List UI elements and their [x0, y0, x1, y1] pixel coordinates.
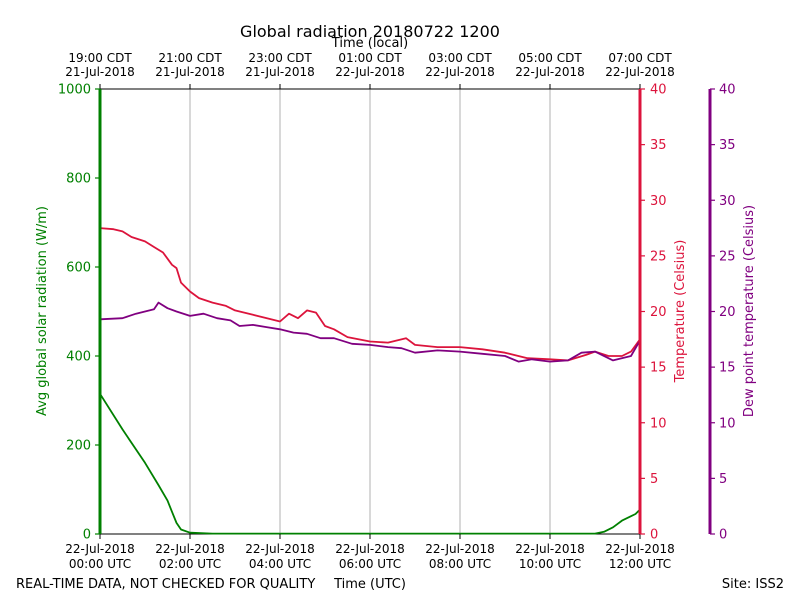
dewpoint-tick-label: 30 — [719, 194, 736, 209]
chart-title: Global radiation 20180722 1200 — [240, 22, 500, 41]
x-tick-label-time: 06:00 UTC — [339, 557, 401, 571]
series-layer — [99, 227, 641, 535]
temperature-tick-label: 15 — [650, 361, 667, 376]
temperature-tick-label: 0 — [650, 528, 658, 543]
x-tick-label-date: 22-Jul-2018 — [335, 542, 405, 556]
x-tick-label-time: 02:00 UTC — [159, 557, 221, 571]
top-tick-label-date: 21-Jul-2018 — [245, 65, 315, 79]
x-tick-label-date: 22-Jul-2018 — [605, 542, 675, 556]
top-tick-label-date: 22-Jul-2018 — [515, 65, 585, 79]
x-tick-label-time: 10:00 UTC — [519, 557, 581, 571]
top-axis-label: Time (local) — [331, 36, 408, 51]
dewpoint-tick-label: 0 — [719, 528, 727, 543]
temperature-tick-label: 30 — [650, 194, 667, 209]
dewpoint-tick-label: 20 — [719, 305, 736, 320]
dewpoint-axis-label: Dew point temperature (Celsius) — [742, 205, 757, 417]
top-tick-label-time: 21:00 CDT — [158, 51, 222, 65]
radiation-tick-label: 0 — [83, 528, 91, 543]
x-tick-label-date: 22-Jul-2018 — [65, 542, 135, 556]
series-line-dewpoint — [99, 301, 641, 363]
dewpoint-tick-label: 40 — [719, 83, 736, 98]
radiation-tick-label: 200 — [66, 439, 91, 454]
radiation-tick-label: 1000 — [58, 83, 91, 98]
x-tick-label-time: 00:00 UTC — [69, 557, 131, 571]
top-tick-label-date: 21-Jul-2018 — [155, 65, 225, 79]
series-line-temperature — [99, 227, 641, 362]
top-tick-label-time: 05:00 CDT — [518, 51, 582, 65]
x-tick-label-date: 22-Jul-2018 — [515, 542, 585, 556]
radiation-tick-label: 400 — [66, 350, 91, 365]
top-tick-label-time: 03:00 CDT — [428, 51, 492, 65]
temperature-tick-label: 10 — [650, 416, 667, 431]
top-tick-label-time: 07:00 CDT — [608, 51, 672, 65]
x-tick-label-time: 08:00 UTC — [429, 557, 491, 571]
dewpoint-tick-label: 35 — [719, 138, 736, 153]
grid-lines — [189, 89, 551, 534]
x-tick-label-date: 22-Jul-2018 — [245, 542, 315, 556]
top-tick-label-time: 19:00 CDT — [68, 51, 132, 65]
x-tick-label-time: 12:00 UTC — [609, 557, 671, 571]
quality-disclaimer: REAL-TIME DATA, NOT CHECKED FOR QUALITY — [16, 577, 315, 592]
temperature-tick-label: 20 — [650, 305, 667, 320]
dewpoint-tick-label: 10 — [719, 416, 736, 431]
x-tick-label-date: 22-Jul-2018 — [425, 542, 495, 556]
x-tick-label-date: 22-Jul-2018 — [155, 542, 225, 556]
top-tick-label-date: 22-Jul-2018 — [605, 65, 675, 79]
top-tick-label-time: 23:00 CDT — [248, 51, 312, 65]
temperature-tick-label: 5 — [650, 472, 658, 487]
top-tick-label-date: 21-Jul-2018 — [65, 65, 135, 79]
site-label: Site: ISS2 — [722, 577, 784, 592]
temperature-tick-label: 35 — [650, 138, 667, 153]
temperature-axis-label: Temperature (Celsius) — [673, 240, 688, 384]
top-tick-label-time: 01:00 CDT — [338, 51, 402, 65]
temperature-tick-label: 40 — [650, 83, 667, 98]
dewpoint-tick-label: 5 — [719, 472, 727, 487]
radiation-axis-label: Avg global solar radiation (W/m) — [35, 206, 50, 416]
x-axis-label: Time (UTC) — [333, 577, 406, 592]
series-line-radiation — [99, 393, 641, 535]
radiation-tick-label: 800 — [66, 172, 91, 187]
temperature-tick-label: 25 — [650, 249, 667, 264]
x-tick-label-time: 04:00 UTC — [249, 557, 311, 571]
dewpoint-tick-label: 25 — [719, 249, 736, 264]
radiation-tick-label: 600 — [66, 261, 91, 276]
dewpoint-tick-label: 15 — [719, 361, 736, 376]
top-tick-label-date: 22-Jul-2018 — [335, 65, 405, 79]
top-tick-label-date: 22-Jul-2018 — [425, 65, 495, 79]
